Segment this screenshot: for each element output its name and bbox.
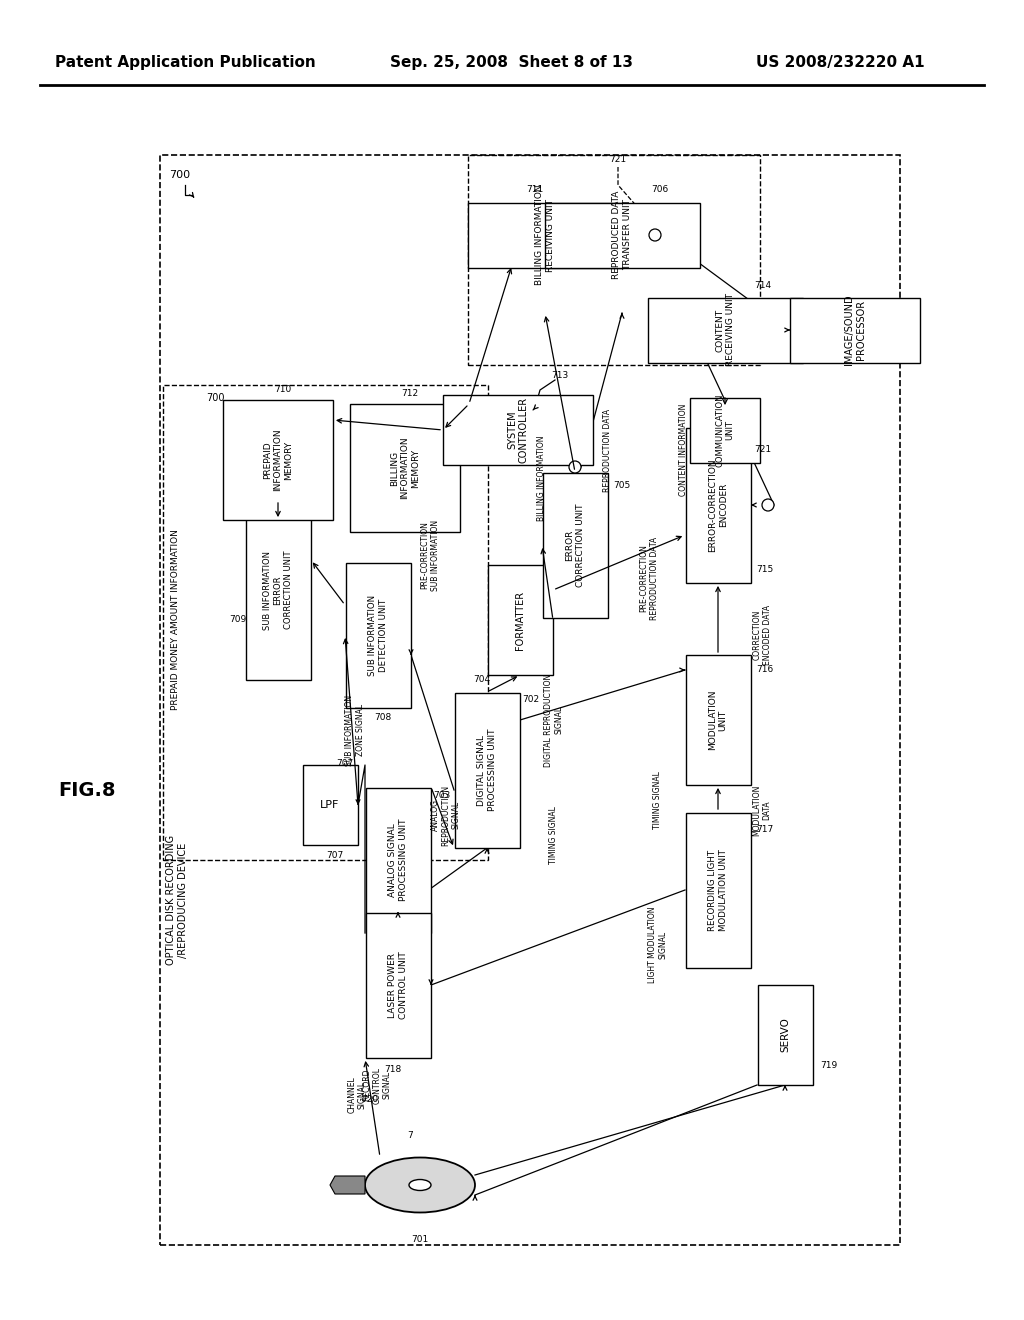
Text: 705: 705 [613, 480, 630, 490]
Text: 721: 721 [755, 446, 771, 454]
Text: BILLING INFORMATION: BILLING INFORMATION [537, 436, 546, 521]
Text: 712: 712 [401, 389, 419, 399]
Text: TIMING SIGNAL: TIMING SIGNAL [653, 771, 663, 829]
Text: Sep. 25, 2008  Sheet 8 of 13: Sep. 25, 2008 Sheet 8 of 13 [390, 54, 634, 70]
Text: 706: 706 [651, 186, 669, 194]
Text: LPF: LPF [321, 800, 340, 810]
Text: CHANNEL
SIGNAL: CHANNEL SIGNAL [347, 1077, 367, 1113]
Bar [350, 404, 460, 532]
Text: 713: 713 [551, 371, 568, 380]
Bar [543, 473, 607, 618]
Text: SYSTEM
CONTROLLER: SYSTEM CONTROLLER [507, 397, 528, 463]
Text: CONTENT INFORMATION: CONTENT INFORMATION [680, 404, 688, 496]
Text: SUB INFORMATION
ZONE SIGNAL: SUB INFORMATION ZONE SIGNAL [345, 694, 365, 766]
Bar [487, 565, 553, 675]
Text: PREPAID MONEY AMOUNT INFORMATION: PREPAID MONEY AMOUNT INFORMATION [171, 529, 179, 710]
Text: 715: 715 [756, 565, 773, 574]
Text: DIGITAL SIGNAL
PROCESSING UNIT: DIGITAL SIGNAL PROCESSING UNIT [477, 729, 497, 812]
Text: 708: 708 [375, 714, 391, 722]
Text: 720: 720 [361, 1096, 379, 1105]
Text: US 2008/232220 A1: US 2008/232220 A1 [756, 54, 925, 70]
Text: REPRODUCED DATA
TRANSFER UNIT: REPRODUCED DATA TRANSFER UNIT [612, 191, 632, 280]
Text: 700: 700 [169, 170, 190, 180]
Text: 709: 709 [229, 615, 247, 624]
Bar [160, 154, 900, 1245]
Text: LASER POWER
CONTROL UNIT: LASER POWER CONTROL UNIT [388, 952, 408, 1019]
Bar [685, 655, 751, 785]
Text: MODULATION
DATA: MODULATION DATA [753, 784, 772, 836]
Bar [545, 202, 699, 268]
Bar [758, 985, 812, 1085]
Text: REPRODUCTION DATA: REPRODUCTION DATA [603, 408, 612, 491]
Bar [685, 428, 751, 582]
Bar [685, 813, 751, 968]
Text: 707: 707 [327, 850, 344, 859]
Text: MODULATION
UNIT: MODULATION UNIT [709, 690, 728, 750]
Circle shape [569, 461, 581, 473]
Text: ANALOG
REPRODUCTION
SIGNAL: ANALOG REPRODUCTION SIGNAL [431, 784, 461, 846]
Bar [345, 562, 411, 708]
Text: 700: 700 [206, 393, 224, 403]
Text: 719: 719 [820, 1060, 838, 1069]
Bar [790, 297, 920, 363]
Ellipse shape [365, 1158, 475, 1213]
Text: 7: 7 [408, 1130, 413, 1139]
Text: FORMATTER: FORMATTER [515, 590, 525, 649]
Text: CONTENT
RECEIVING UNIT: CONTENT RECEIVING UNIT [716, 293, 734, 367]
Bar [302, 766, 357, 845]
Text: 716: 716 [756, 665, 773, 675]
Text: 714: 714 [755, 281, 771, 289]
Text: 704: 704 [473, 676, 490, 685]
Ellipse shape [409, 1180, 431, 1191]
Text: ANALOG SIGNAL
PROCESSING UNIT: ANALOG SIGNAL PROCESSING UNIT [388, 818, 408, 902]
Text: SUB INFORMATION
DETECTION UNIT: SUB INFORMATION DETECTION UNIT [369, 594, 388, 676]
Circle shape [649, 228, 662, 242]
Text: FIG.8: FIG.8 [58, 780, 116, 800]
Bar [246, 500, 310, 680]
Text: RECORD
CONTROL
SIGNAL: RECORD CONTROL SIGNAL [362, 1067, 392, 1104]
Text: PRE-CORRECTION
REPRODUCTION DATA: PRE-CORRECTION REPRODUCTION DATA [639, 536, 658, 619]
Text: RECORDING LIGHT
MODULATION UNIT: RECORDING LIGHT MODULATION UNIT [709, 849, 728, 931]
Text: 702: 702 [522, 696, 539, 705]
Text: 717: 717 [756, 825, 773, 834]
Bar [468, 154, 760, 366]
Text: CORRECTION
ENCODED DATA: CORRECTION ENCODED DATA [753, 605, 772, 665]
Text: 701: 701 [412, 1236, 429, 1245]
Bar [366, 912, 430, 1057]
Text: OPTICAL DISK RECORDING
/REPRODUCING DEVICE: OPTICAL DISK RECORDING /REPRODUCING DEVI… [166, 836, 187, 965]
Text: ERROR-CORRECTION
ENCODER: ERROR-CORRECTION ENCODER [709, 458, 728, 552]
Text: IMAGE/SOUND
PROCESSOR: IMAGE/SOUND PROCESSOR [844, 294, 866, 366]
Text: PREPAID
INFORMATION
MEMORY: PREPAID INFORMATION MEMORY [263, 429, 293, 491]
Text: PRE-CORRECTION
SUB INFORMATION: PRE-CORRECTION SUB INFORMATION [420, 520, 439, 590]
Text: 703: 703 [433, 791, 451, 800]
Text: Patent Application Publication: Patent Application Publication [54, 54, 315, 70]
Text: 711: 711 [526, 186, 544, 194]
Bar [163, 385, 488, 861]
Text: 707: 707 [336, 759, 353, 768]
Text: COMMUNICATION
UNIT: COMMUNICATION UNIT [716, 393, 734, 467]
Bar [366, 788, 430, 932]
Text: DIGITAL REPRODUCTION
SIGNAL: DIGITAL REPRODUCTION SIGNAL [545, 673, 563, 767]
Text: 718: 718 [384, 1065, 401, 1074]
Bar [690, 397, 760, 462]
Bar [455, 693, 519, 847]
Bar [223, 400, 333, 520]
Text: 710: 710 [274, 385, 292, 395]
Bar [647, 297, 803, 363]
Text: SERVO: SERVO [780, 1018, 790, 1052]
Bar [443, 395, 593, 465]
Text: ERROR
CORRECTION UNIT: ERROR CORRECTION UNIT [565, 503, 585, 587]
Text: SUB INFORMATION
ERROR
CORRECTION UNIT: SUB INFORMATION ERROR CORRECTION UNIT [263, 550, 293, 630]
Bar [468, 202, 623, 268]
Circle shape [762, 499, 774, 511]
Text: LIGHT MODULATION
SIGNAL: LIGHT MODULATION SIGNAL [648, 907, 668, 983]
FancyArrow shape [330, 1176, 365, 1195]
Text: TIMING SIGNAL: TIMING SIGNAL [550, 807, 558, 863]
Text: 721: 721 [609, 156, 627, 165]
Text: BILLING
INFORMATION
MEMORY: BILLING INFORMATION MEMORY [390, 437, 420, 499]
Text: BILLING INFORMATION
RECEIVING UNIT: BILLING INFORMATION RECEIVING UNIT [536, 185, 555, 285]
